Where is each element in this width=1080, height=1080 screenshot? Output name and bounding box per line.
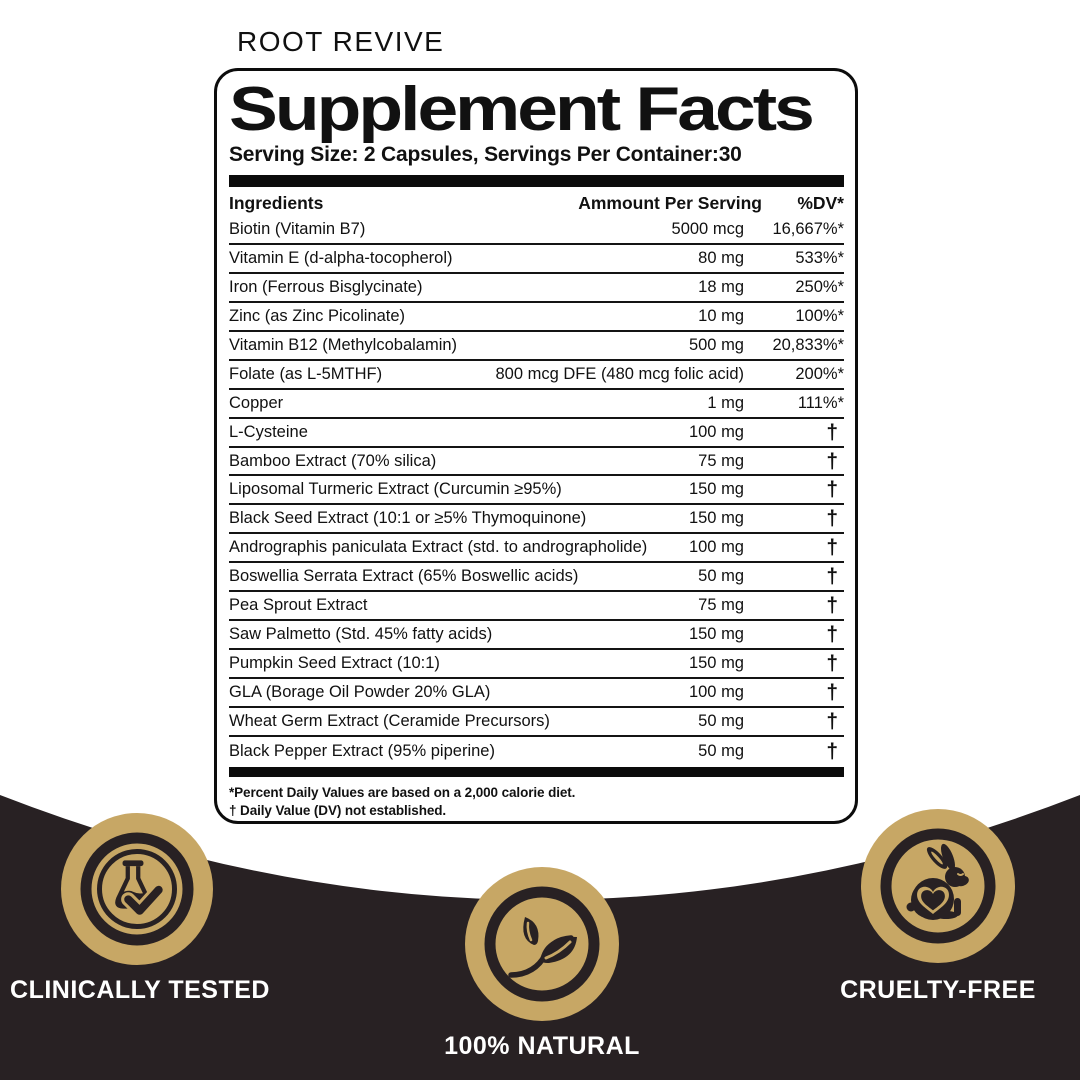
ingredient-name: Vitamin B12 (Methylcobalamin) <box>229 335 458 354</box>
serving-size-line: Serving Size: 2 Capsules, Servings Per C… <box>229 143 742 167</box>
table-row: Saw Palmetto (Std. 45% fatty acids) 150 m… <box>229 621 844 651</box>
ingredient-amount: 500 mg <box>688 335 744 354</box>
ingredient-dv: 250%* <box>795 277 844 296</box>
ingredient-dv: 200%* <box>795 364 844 383</box>
ingredient-amount: 150 mg <box>688 509 744 528</box>
table-row: Copper 1 mg 111%* <box>229 390 844 419</box>
ingredient-name: Pumpkin Seed Extract (10:1) <box>229 654 440 673</box>
table-row: Wheat Germ Extract (Ceramide Precursors)… <box>229 708 844 737</box>
ingredient-name: Boswellia Serrata Extract (65% Boswellic… <box>229 567 579 586</box>
ingredient-amount: 50 mg <box>698 741 744 760</box>
ingredient-amount: 50 mg <box>698 711 744 730</box>
ingredient-name: Black Pepper Extract (95% piperine) <box>229 741 495 760</box>
ingredient-dv: † <box>826 449 838 473</box>
ingredient-dv: 100%* <box>795 306 844 325</box>
ingredient-amount: 100 mg <box>688 538 744 557</box>
ingredient-dv: 16,667%* <box>772 220 844 238</box>
divider-bar-top <box>229 175 844 188</box>
ingredient-dv: 533%* <box>795 248 844 267</box>
cruelty-free-label: CRUELTY-FREE <box>840 976 1036 1004</box>
ingredient-amount: 100 mg <box>688 683 744 701</box>
ingredient-amount: 75 mg <box>698 451 744 470</box>
ingredient-amount: 1 mg <box>707 393 744 412</box>
table-row: Boswellia Serrata Extract (65% Boswellic… <box>229 563 844 593</box>
ingredient-dv: 111%* <box>797 393 844 412</box>
table-row: Black Pepper Extract (95% piperine) 50 mg… <box>229 737 844 766</box>
supplement-facts-panel: Supplement Facts Serving Size: 2 Capsule… <box>214 68 858 824</box>
header-amount-per-serving: Ammount Per Serving <box>578 193 762 214</box>
ingredient-name: Biotin (Vitamin B7) <box>229 220 366 238</box>
ingredient-amount: 80 mg <box>698 248 744 267</box>
table-row: Biotin (Vitamin B7) 5000 mcg 16,667%* <box>229 216 844 245</box>
ingredient-name: Folate (as L-5MTHF) <box>229 364 383 383</box>
ingredient-dv: † <box>826 739 838 763</box>
table-row: GLA (Borage Oil Powder 20% GLA) 100 mg † <box>229 679 844 708</box>
table-row: L-Cysteine 100 mg † <box>229 419 844 448</box>
ingredient-name: Black Seed Extract (10:1 or ≥5% Thymoqui… <box>229 509 587 528</box>
ingredient-name: Vitamin E (d-alpha-tocopherol) <box>229 248 453 267</box>
ingredient-amount: 150 mg <box>688 625 744 644</box>
ingredient-name: GLA (Borage Oil Powder 20% GLA) <box>229 683 491 701</box>
table-row: Pea Sprout Extract 75 mg † <box>229 592 844 622</box>
ingredient-name: Liposomal Turmeric Extract (Curcumin ≥95… <box>229 480 562 499</box>
divider-bar-bottom <box>229 766 844 777</box>
table-header-row: Ingredients Ammount Per Serving %DV* <box>229 187 844 216</box>
ingredient-dv: † <box>826 478 838 502</box>
footnote-percent-dv: *Percent Daily Values are based on a 2,0… <box>229 784 576 800</box>
ingredient-name: Zinc (as Zinc Picolinate) <box>229 306 406 325</box>
table-row: Zinc (as Zinc Picolinate) 10 mg 100%* <box>229 303 844 332</box>
ingredient-name: Wheat Germ Extract (Ceramide Precursors) <box>229 711 550 730</box>
ingredient-amount: 18 mg <box>698 277 744 296</box>
table-row: Folate (as L-5MTHF) 800 mcg DFE (480 mcg … <box>229 361 844 390</box>
header-percent-dv: %DV* <box>797 193 844 214</box>
flask-check-icon <box>61 813 213 965</box>
ingredient-name: L-Cysteine <box>229 422 308 441</box>
ingredient-dv: † <box>826 623 838 647</box>
ingredient-amount: 10 mg <box>698 306 744 325</box>
table-row: Iron (Ferrous Bisglycinate) 18 mg 250%* <box>229 274 844 303</box>
natural-label: 100% NATURAL <box>444 1032 640 1060</box>
ingredient-name: Iron (Ferrous Bisglycinate) <box>229 277 423 296</box>
ingredient-amount: 75 mg <box>698 596 744 615</box>
footnote-dagger: † Daily Value (DV) not established. <box>229 803 447 819</box>
clinically-tested-label: CLINICALLY TESTED <box>10 976 270 1004</box>
footnotes: *Percent Daily Values are based on a 2,0… <box>229 784 844 820</box>
leaf-icon <box>465 867 619 1021</box>
table-row: Liposomal Turmeric Extract (Curcumin ≥95… <box>229 476 844 506</box>
ingredient-name: Andrographis paniculata Extract (std. to… <box>229 538 648 557</box>
table-row: Andrographis paniculata Extract (std. to… <box>229 534 844 564</box>
ingredient-amount: 150 mg <box>688 480 744 499</box>
ingredient-amount: 100 mg <box>688 422 744 441</box>
table-row: Pumpkin Seed Extract (10:1) 150 mg † <box>229 650 844 680</box>
ingredient-dv: 20,833%* <box>772 335 844 354</box>
ingredient-dv: † <box>826 652 838 676</box>
ingredient-dv: † <box>826 507 838 531</box>
table-row: Bamboo Extract (70% silica) 75 mg † <box>229 448 844 477</box>
ingredient-dv: † <box>826 709 838 733</box>
ingredient-name: Pea Sprout Extract <box>229 596 368 615</box>
ingredient-amount: 800 mcg DFE (480 mcg folic acid) <box>495 364 744 383</box>
header-ingredients: Ingredients <box>229 193 324 214</box>
ingredient-dv: † <box>826 536 838 560</box>
ingredient-table: Biotin (Vitamin B7) 5000 mcg 16,667%* Vitam… <box>229 216 844 766</box>
table-row: Vitamin B12 (Methylcobalamin) 500 mg 20,83… <box>229 332 844 361</box>
table-row: Vitamin E (d-alpha-tocopherol) 80 mg 533%* <box>229 245 844 274</box>
ingredient-dv: † <box>826 681 838 704</box>
ingredient-name: Copper <box>229 393 284 412</box>
panel-title: Supplement Facts <box>229 75 815 144</box>
ingredient-name: Saw Palmetto (Std. 45% fatty acids) <box>229 625 493 644</box>
ingredient-amount: 150 mg <box>688 654 744 673</box>
table-row: Black Seed Extract (10:1 or ≥5% Thymoqui… <box>229 505 844 535</box>
ingredient-amount: 5000 mcg <box>671 220 744 238</box>
ingredient-dv: † <box>826 420 838 444</box>
ingredient-dv: † <box>826 594 838 618</box>
ingredient-name: Bamboo Extract (70% silica) <box>229 451 437 470</box>
brand-name: ROOT REVIVE <box>237 26 445 57</box>
ingredient-dv: † <box>826 565 838 589</box>
rabbit-heart-icon <box>861 809 1015 963</box>
ingredient-amount: 50 mg <box>698 567 744 586</box>
